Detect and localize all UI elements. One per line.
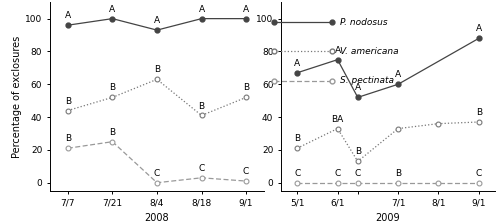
Text: B: B bbox=[110, 83, 116, 93]
Text: P. nodosus: P. nodosus bbox=[340, 18, 388, 26]
Text: S. pectinata: S. pectinata bbox=[340, 76, 394, 85]
Text: A: A bbox=[294, 59, 300, 68]
Text: A: A bbox=[354, 83, 361, 93]
Y-axis label: Percentage of exclosures: Percentage of exclosures bbox=[12, 36, 22, 158]
Text: A: A bbox=[110, 5, 116, 14]
Text: C: C bbox=[334, 169, 340, 178]
Text: A: A bbox=[243, 5, 249, 14]
Text: B: B bbox=[65, 97, 71, 106]
Text: B: B bbox=[243, 83, 249, 93]
Text: C: C bbox=[243, 167, 249, 176]
Text: B: B bbox=[154, 65, 160, 74]
Text: B: B bbox=[395, 169, 401, 178]
Text: BA: BA bbox=[332, 115, 344, 124]
Text: A: A bbox=[65, 11, 71, 20]
X-axis label: 2008: 2008 bbox=[144, 213, 170, 222]
Text: B: B bbox=[294, 134, 300, 143]
Text: B: B bbox=[198, 101, 204, 111]
X-axis label: 2009: 2009 bbox=[376, 213, 400, 222]
Text: A: A bbox=[395, 70, 401, 79]
Text: A: A bbox=[198, 5, 204, 14]
Text: C: C bbox=[294, 169, 300, 178]
Text: B: B bbox=[65, 134, 71, 143]
Text: V. americana: V. americana bbox=[340, 47, 399, 56]
Text: C: C bbox=[354, 169, 361, 178]
Text: B: B bbox=[110, 128, 116, 137]
Text: B: B bbox=[354, 147, 361, 157]
Text: B: B bbox=[476, 108, 482, 117]
Text: C: C bbox=[476, 169, 482, 178]
Text: A: A bbox=[476, 24, 482, 33]
Text: C: C bbox=[154, 169, 160, 178]
Text: C: C bbox=[198, 164, 204, 173]
Text: A: A bbox=[334, 46, 340, 55]
Text: A: A bbox=[154, 16, 160, 25]
